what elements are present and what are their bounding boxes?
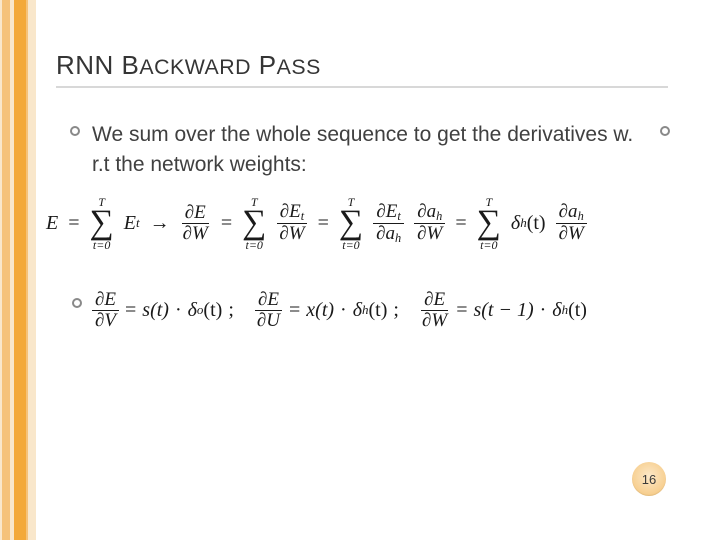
- num: ∂E: [421, 290, 448, 311]
- sum-2: T ∑ t=0: [242, 196, 266, 251]
- sum-4: T ∑ t=0: [477, 196, 501, 251]
- sym-equals: =: [125, 299, 136, 322]
- sum-lower: t=0: [246, 239, 263, 251]
- delta-h-t: δh(t): [511, 212, 546, 235]
- equation-2: ∂E ∂V = s(t) · δo(t) ; ∂E ∂U = x(t) · δh…: [92, 290, 587, 331]
- page-number-badge: 16: [632, 462, 666, 496]
- sum-lower: t=0: [93, 239, 110, 251]
- den-sub: h: [395, 231, 401, 245]
- stripe-2: [2, 0, 10, 540]
- left-stripe-bar: [0, 0, 36, 540]
- lead-paragraph: We sum over the whole sequence to get th…: [92, 120, 648, 181]
- sym-equals: =: [289, 299, 300, 322]
- sym-equals: =: [318, 212, 329, 235]
- num-sub: h: [436, 209, 442, 223]
- equation-1: E = T ∑ t=0 Et → ∂E ∂W = T ∑ t=0 ∂Et ∂W …: [46, 196, 587, 251]
- den-text: ∂a: [376, 223, 395, 244]
- den: ∂ah: [373, 224, 404, 245]
- den: ∂W: [556, 224, 587, 244]
- slide: RNN BACKWARD PASS We sum over the whole …: [0, 0, 720, 540]
- title-underline: [56, 86, 668, 88]
- num: ∂E: [255, 290, 282, 311]
- title-text-2: ACKWARD: [139, 55, 251, 79]
- sum-3: T ∑ t=0: [339, 196, 363, 251]
- frac-dE-dU: ∂E ∂U: [254, 290, 283, 331]
- sigma-icon: ∑: [90, 208, 114, 239]
- sigma-icon: ∑: [477, 208, 501, 239]
- bullet-icon: [660, 126, 670, 136]
- sum-1: T ∑ t=0: [90, 196, 114, 251]
- den: ∂W: [180, 224, 211, 244]
- delta: δ: [188, 299, 197, 322]
- sym-equals: =: [456, 299, 467, 322]
- stripe-4: [14, 0, 26, 540]
- frac-dEt-dW: ∂Et ∂W: [276, 202, 307, 244]
- title-text-4: ASS: [277, 55, 321, 79]
- sum-lower: t=0: [342, 239, 359, 251]
- frac-dah-dW-2: ∂ah ∂W: [556, 202, 587, 244]
- den: ∂W: [276, 224, 307, 244]
- semicolon: ;: [393, 299, 399, 322]
- num: ∂E: [92, 290, 119, 311]
- dot: ·: [540, 299, 547, 322]
- num-sub: t: [397, 209, 400, 223]
- frac-dE-dV: ∂E ∂V: [92, 290, 119, 331]
- frac-dE-dW-2: ∂E ∂W: [419, 290, 450, 331]
- frac-dE-dW: ∂E ∂W: [180, 203, 211, 244]
- paren-t: (t): [369, 299, 388, 322]
- num-text: ∂a: [559, 201, 578, 222]
- delta-h-t-2: δh(t): [552, 299, 587, 322]
- arrow-icon: →: [150, 212, 170, 235]
- bullet-icon: [72, 298, 82, 308]
- num: ∂ah: [556, 202, 587, 224]
- num: ∂Et: [277, 202, 307, 224]
- page-number: 16: [642, 472, 656, 487]
- sym-equals: =: [68, 212, 79, 235]
- title-text-3: P: [251, 50, 277, 80]
- num-text: ∂a: [417, 201, 436, 222]
- sym-Et: Et: [124, 212, 140, 235]
- delta: δ: [552, 299, 561, 322]
- den: ∂W: [419, 311, 450, 331]
- s-of-t: s(t): [142, 299, 169, 322]
- sym-E-inner: E: [124, 212, 136, 235]
- sym-equals: =: [221, 212, 232, 235]
- paren-t: (t): [568, 299, 587, 322]
- delta: δ: [353, 299, 362, 322]
- sigma-icon: ∑: [242, 208, 266, 239]
- num-sub: h: [578, 209, 584, 223]
- den: ∂U: [254, 311, 283, 331]
- title-text-1: RNN B: [56, 50, 139, 80]
- num: ∂E: [182, 203, 209, 224]
- bullet-icon: [70, 126, 80, 136]
- delta-o-t: δo(t): [188, 299, 223, 322]
- paren-t: (t): [203, 299, 222, 322]
- frac-dEt-dah: ∂Et ∂ah: [373, 202, 404, 245]
- stripe-6: [28, 0, 36, 540]
- den: ∂W: [414, 224, 445, 244]
- sigma-icon: ∑: [339, 208, 363, 239]
- x-of-t: x(t): [306, 299, 334, 322]
- num: ∂ah: [414, 202, 445, 224]
- sym-equals: =: [455, 212, 466, 235]
- slide-title: RNN BACKWARD PASS: [56, 50, 321, 81]
- num-text: ∂E: [280, 201, 301, 222]
- paren-t: (t): [527, 212, 546, 235]
- s-of-t-minus-1: s(t − 1): [473, 299, 533, 322]
- num-text: ∂E: [376, 201, 397, 222]
- dot: ·: [340, 299, 347, 322]
- semicolon: ;: [228, 299, 234, 322]
- sum-lower: t=0: [480, 239, 497, 251]
- sym-E: E: [46, 212, 58, 235]
- den: ∂V: [92, 311, 119, 331]
- num: ∂Et: [373, 202, 403, 224]
- delta: δ: [511, 212, 520, 235]
- delta-h-t: δh(t): [353, 299, 388, 322]
- frac-dah-dW: ∂ah ∂W: [414, 202, 445, 244]
- dot: ·: [175, 299, 182, 322]
- sub-t: t: [136, 215, 140, 231]
- num-sub: t: [301, 209, 304, 223]
